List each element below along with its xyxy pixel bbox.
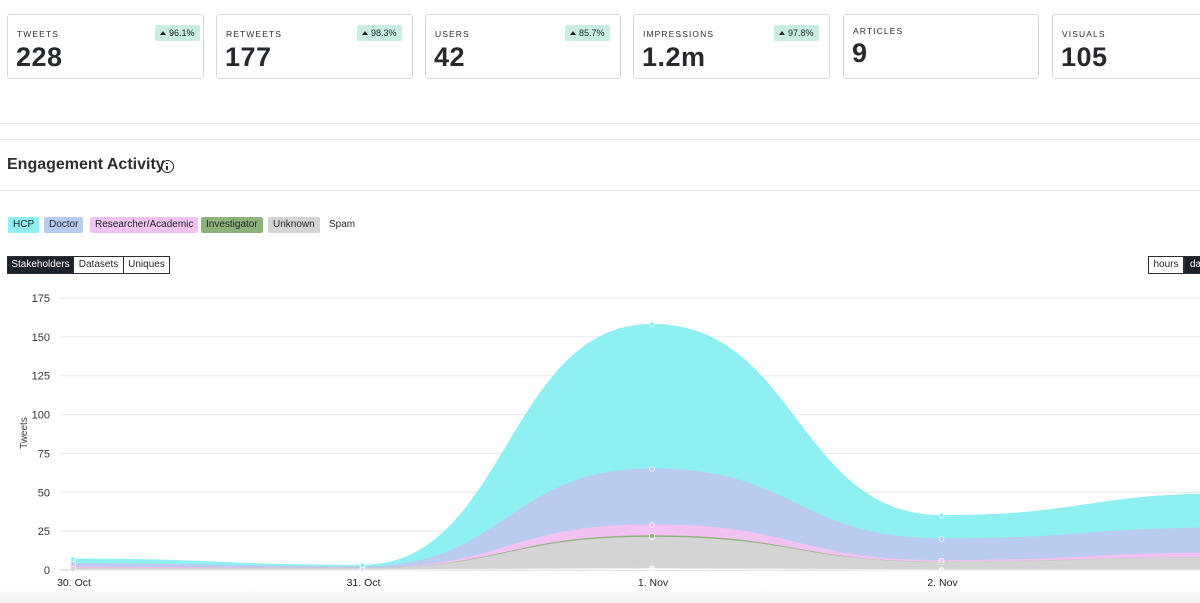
x-tick-label: 1. Nov (638, 577, 669, 589)
x-tick-label: 31. Oct (347, 577, 381, 589)
arrow-up-icon (779, 31, 785, 35)
stat-change-badge: 98.3% (357, 25, 402, 41)
y-tick-label: 0 (44, 565, 50, 577)
stat-value: 1.2m (642, 42, 706, 72)
section-title: Engagement Activity (7, 156, 165, 173)
stat-label: VISUALS (1062, 29, 1106, 39)
granularity-hours-button[interactable]: hours (1148, 256, 1184, 274)
stat-label: TWEETS (17, 29, 60, 39)
tab-uniques[interactable]: Uniques (123, 256, 170, 274)
arrow-up-icon (362, 31, 368, 35)
y-tick-label: 175 (32, 293, 50, 305)
stat-value: 42 (434, 42, 466, 72)
stat-change-value: 98.3% (371, 28, 397, 38)
stat-change-value: 85.7% (579, 28, 605, 38)
data-point (649, 533, 655, 539)
arrow-up-icon (160, 31, 166, 35)
divider (0, 123, 1200, 124)
y-tick-label: 100 (32, 410, 50, 422)
x-tick-label: 30. Oct (57, 577, 91, 589)
data-point (359, 562, 366, 569)
divider (0, 190, 1200, 191)
stat-label: IMPRESSIONS (643, 29, 715, 39)
granularity-days-button[interactable]: days (1184, 256, 1200, 274)
stat-label: USERS (435, 29, 470, 39)
legend-unknown[interactable]: Unknown (268, 217, 320, 233)
data-point (938, 557, 945, 564)
stat-value: 9 (852, 38, 868, 68)
legend-spam[interactable]: Spam (324, 217, 361, 233)
data-point (938, 512, 945, 519)
stat-label: ARTICLES (853, 26, 904, 36)
y-axis-label: Tweets (19, 417, 30, 449)
legend-investigator[interactable]: Investigator (201, 217, 263, 233)
stats-bar: TWEETS 96.1% 228 RETWEETS 98.3% 177 USER… (0, 0, 1200, 90)
data-point (70, 560, 76, 567)
y-tick-label: 125 (32, 371, 50, 383)
stat-change-badge: 96.1% (155, 25, 200, 41)
area-series-hcp (73, 324, 1200, 570)
stat-card-articles[interactable]: ARTICLES 9 (843, 14, 1039, 79)
y-tick-label: 150 (32, 332, 50, 344)
stat-change-badge: 85.7% (565, 25, 610, 41)
stat-card-retweets[interactable]: RETWEETS 98.3% 177 (216, 14, 413, 79)
area-series-doctor (73, 468, 1200, 570)
divider (0, 139, 1200, 140)
stat-label: RETWEETS (226, 29, 283, 39)
legend-hcp[interactable]: HCP (8, 217, 40, 233)
stat-value: 105 (1061, 42, 1108, 72)
stat-change-badge: 97.8% (774, 25, 819, 41)
stat-change-value: 97.8% (788, 28, 814, 38)
y-tick-label: 75 (38, 448, 50, 460)
y-tick-label: 50 (38, 487, 50, 499)
stat-value: 177 (225, 42, 272, 72)
data-point (938, 567, 945, 573)
info-icon[interactable] (161, 160, 174, 173)
data-point (649, 522, 655, 528)
data-point (938, 536, 945, 542)
tab-datasets[interactable]: Datasets (73, 256, 124, 274)
stat-card-users[interactable]: USERS 85.7% 42 (425, 14, 621, 79)
y-tick-label: 25 (38, 526, 50, 538)
legend-researcher-academic[interactable]: Researcher/Academic (90, 217, 199, 233)
stat-card-tweets[interactable]: TWEETS 96.1% 228 (7, 14, 204, 79)
data-point (649, 466, 655, 472)
x-tick-label: 2. Nov (927, 577, 958, 589)
stat-card-impressions[interactable]: IMPRESSIONS 97.8% 1.2m (633, 14, 830, 79)
stat-value: 228 (16, 42, 63, 72)
legend-doctor[interactable]: Doctor (44, 217, 84, 233)
data-point (70, 556, 76, 562)
stat-change-value: 96.1% (169, 28, 195, 38)
stat-card-visuals[interactable]: VISUALS 105 (1052, 14, 1200, 79)
area-series-unknown (73, 537, 1200, 570)
data-point (649, 321, 655, 328)
data-point (649, 565, 655, 572)
engagement-chart: 0 25 50 75 100 125 150 175 Tweets 30. Oct 31. Oct 1… (19, 293, 1200, 589)
arrow-up-icon (570, 31, 576, 35)
area-series-spam (73, 568, 1200, 570)
tab-stakeholders[interactable]: Stakeholders (7, 256, 74, 274)
